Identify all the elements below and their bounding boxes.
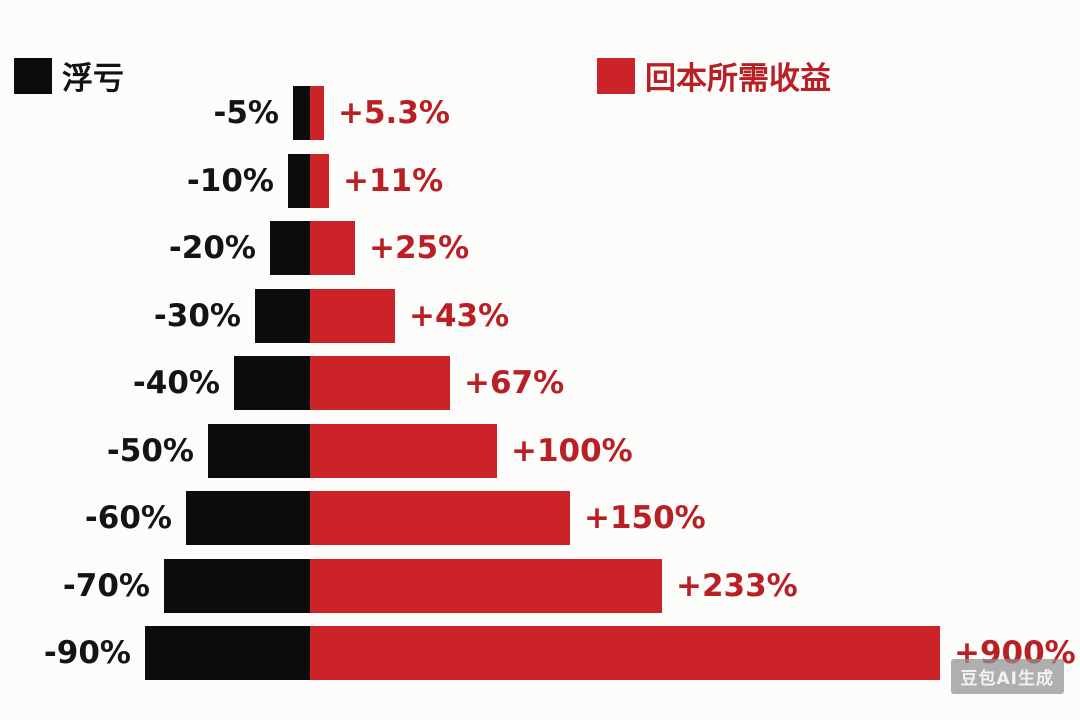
gain-bar (310, 423, 497, 478)
loss-bar (145, 626, 310, 680)
value-label: +100% (511, 432, 633, 469)
category-label: -90% (43, 635, 131, 671)
value-label: +67% (464, 365, 565, 401)
gain-bar (310, 288, 395, 343)
category-label: -50% (106, 432, 194, 469)
category-label: -20% (168, 230, 256, 266)
legend-gain-label: 回本所需收益 (645, 61, 831, 97)
legend-gain: 回本所需收益 (597, 53, 831, 98)
category-label: -40% (132, 365, 220, 401)
bar-row: -70% +233% (0, 558, 1080, 613)
bar-row: -20% +25% (0, 221, 1080, 275)
gain-bar (310, 491, 570, 545)
gain-bar (310, 356, 450, 410)
bar-row: -60% +150% (0, 491, 1080, 545)
loss-bar (288, 153, 310, 208)
value-label: +11% (343, 162, 444, 199)
gain-bar (310, 153, 329, 208)
loss-bar (208, 423, 310, 478)
gain-bar (310, 626, 940, 680)
category-label: -10% (186, 162, 274, 199)
bar-row: -50% +100% (0, 423, 1080, 478)
loss-swatch-icon (14, 57, 52, 94)
watermark-badge: 豆包AI生成 (950, 659, 1064, 694)
loss-bar (186, 491, 310, 545)
category-label: -70% (62, 567, 150, 604)
loss-bar (270, 221, 310, 275)
value-label: +233% (676, 567, 798, 604)
value-label: +43% (409, 297, 510, 334)
category-label: -60% (84, 500, 172, 536)
gain-swatch-icon (597, 57, 635, 94)
gain-bar (310, 86, 324, 140)
bar-row: -90% +900% (0, 626, 1080, 680)
bar-row: -10% +11% (0, 153, 1080, 208)
bar-row: -40% +67% (0, 356, 1080, 410)
loss-bar (255, 288, 310, 343)
category-label: -5% (213, 95, 280, 131)
loss-bar (293, 86, 310, 140)
value-label: +150% (584, 500, 706, 536)
value-label: +25% (369, 230, 470, 266)
gain-bar (310, 558, 662, 613)
legend-loss: 浮亏 (14, 53, 124, 98)
bar-row: -5% +5.3% (0, 86, 1080, 140)
value-label: +5.3% (338, 95, 450, 131)
loss-bar (234, 356, 310, 410)
gain-bar (310, 221, 355, 275)
category-label: -30% (153, 297, 241, 334)
legend-loss-label: 浮亏 (62, 61, 124, 97)
bar-row: -30% +43% (0, 288, 1080, 343)
loss-bar (164, 558, 310, 613)
